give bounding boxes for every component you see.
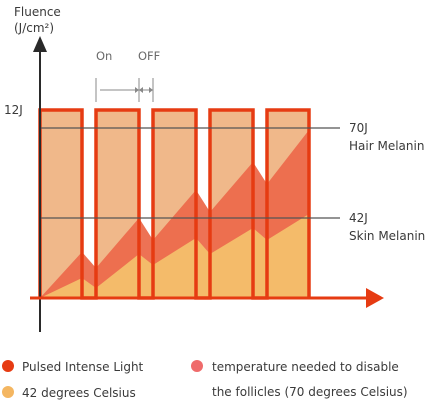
skin-melanin-name: Skin Melanin — [349, 229, 425, 243]
legend-label-42-degrees: 42 degrees Celsius — [22, 386, 136, 400]
hair-melanin-name: Hair Melanin — [349, 139, 424, 153]
skin-temperature-area — [40, 214, 309, 298]
legend-swatch-follicle-temp — [191, 360, 203, 372]
hair-melanin-value: 70J — [349, 121, 368, 135]
y-axis-arrow — [33, 36, 47, 52]
off-label: OFF — [138, 49, 160, 63]
y-tick-12j: 12J — [4, 103, 23, 117]
legend-label-follicle-temp-line2: the follicles (70 degrees Celsius) — [212, 385, 408, 399]
legend-label-pulsed-light: Pulsed Intense Light — [22, 360, 144, 374]
y-axis-title-line2: (J/cm²) — [14, 21, 54, 35]
legend-swatch-42-degrees — [2, 386, 14, 398]
timing-markers — [95, 78, 154, 102]
skin-melanin-value: 42J — [349, 211, 368, 225]
x-axis-arrow — [366, 288, 384, 308]
legend: Pulsed Intense Light temperature needed … — [2, 360, 408, 400]
legend-swatch-pulsed-light — [2, 360, 14, 372]
y-axis-title-line1: Fluence — [14, 5, 61, 19]
legend-label-follicle-temp-line1: temperature needed to disable — [212, 360, 399, 374]
on-label: On — [96, 49, 112, 63]
